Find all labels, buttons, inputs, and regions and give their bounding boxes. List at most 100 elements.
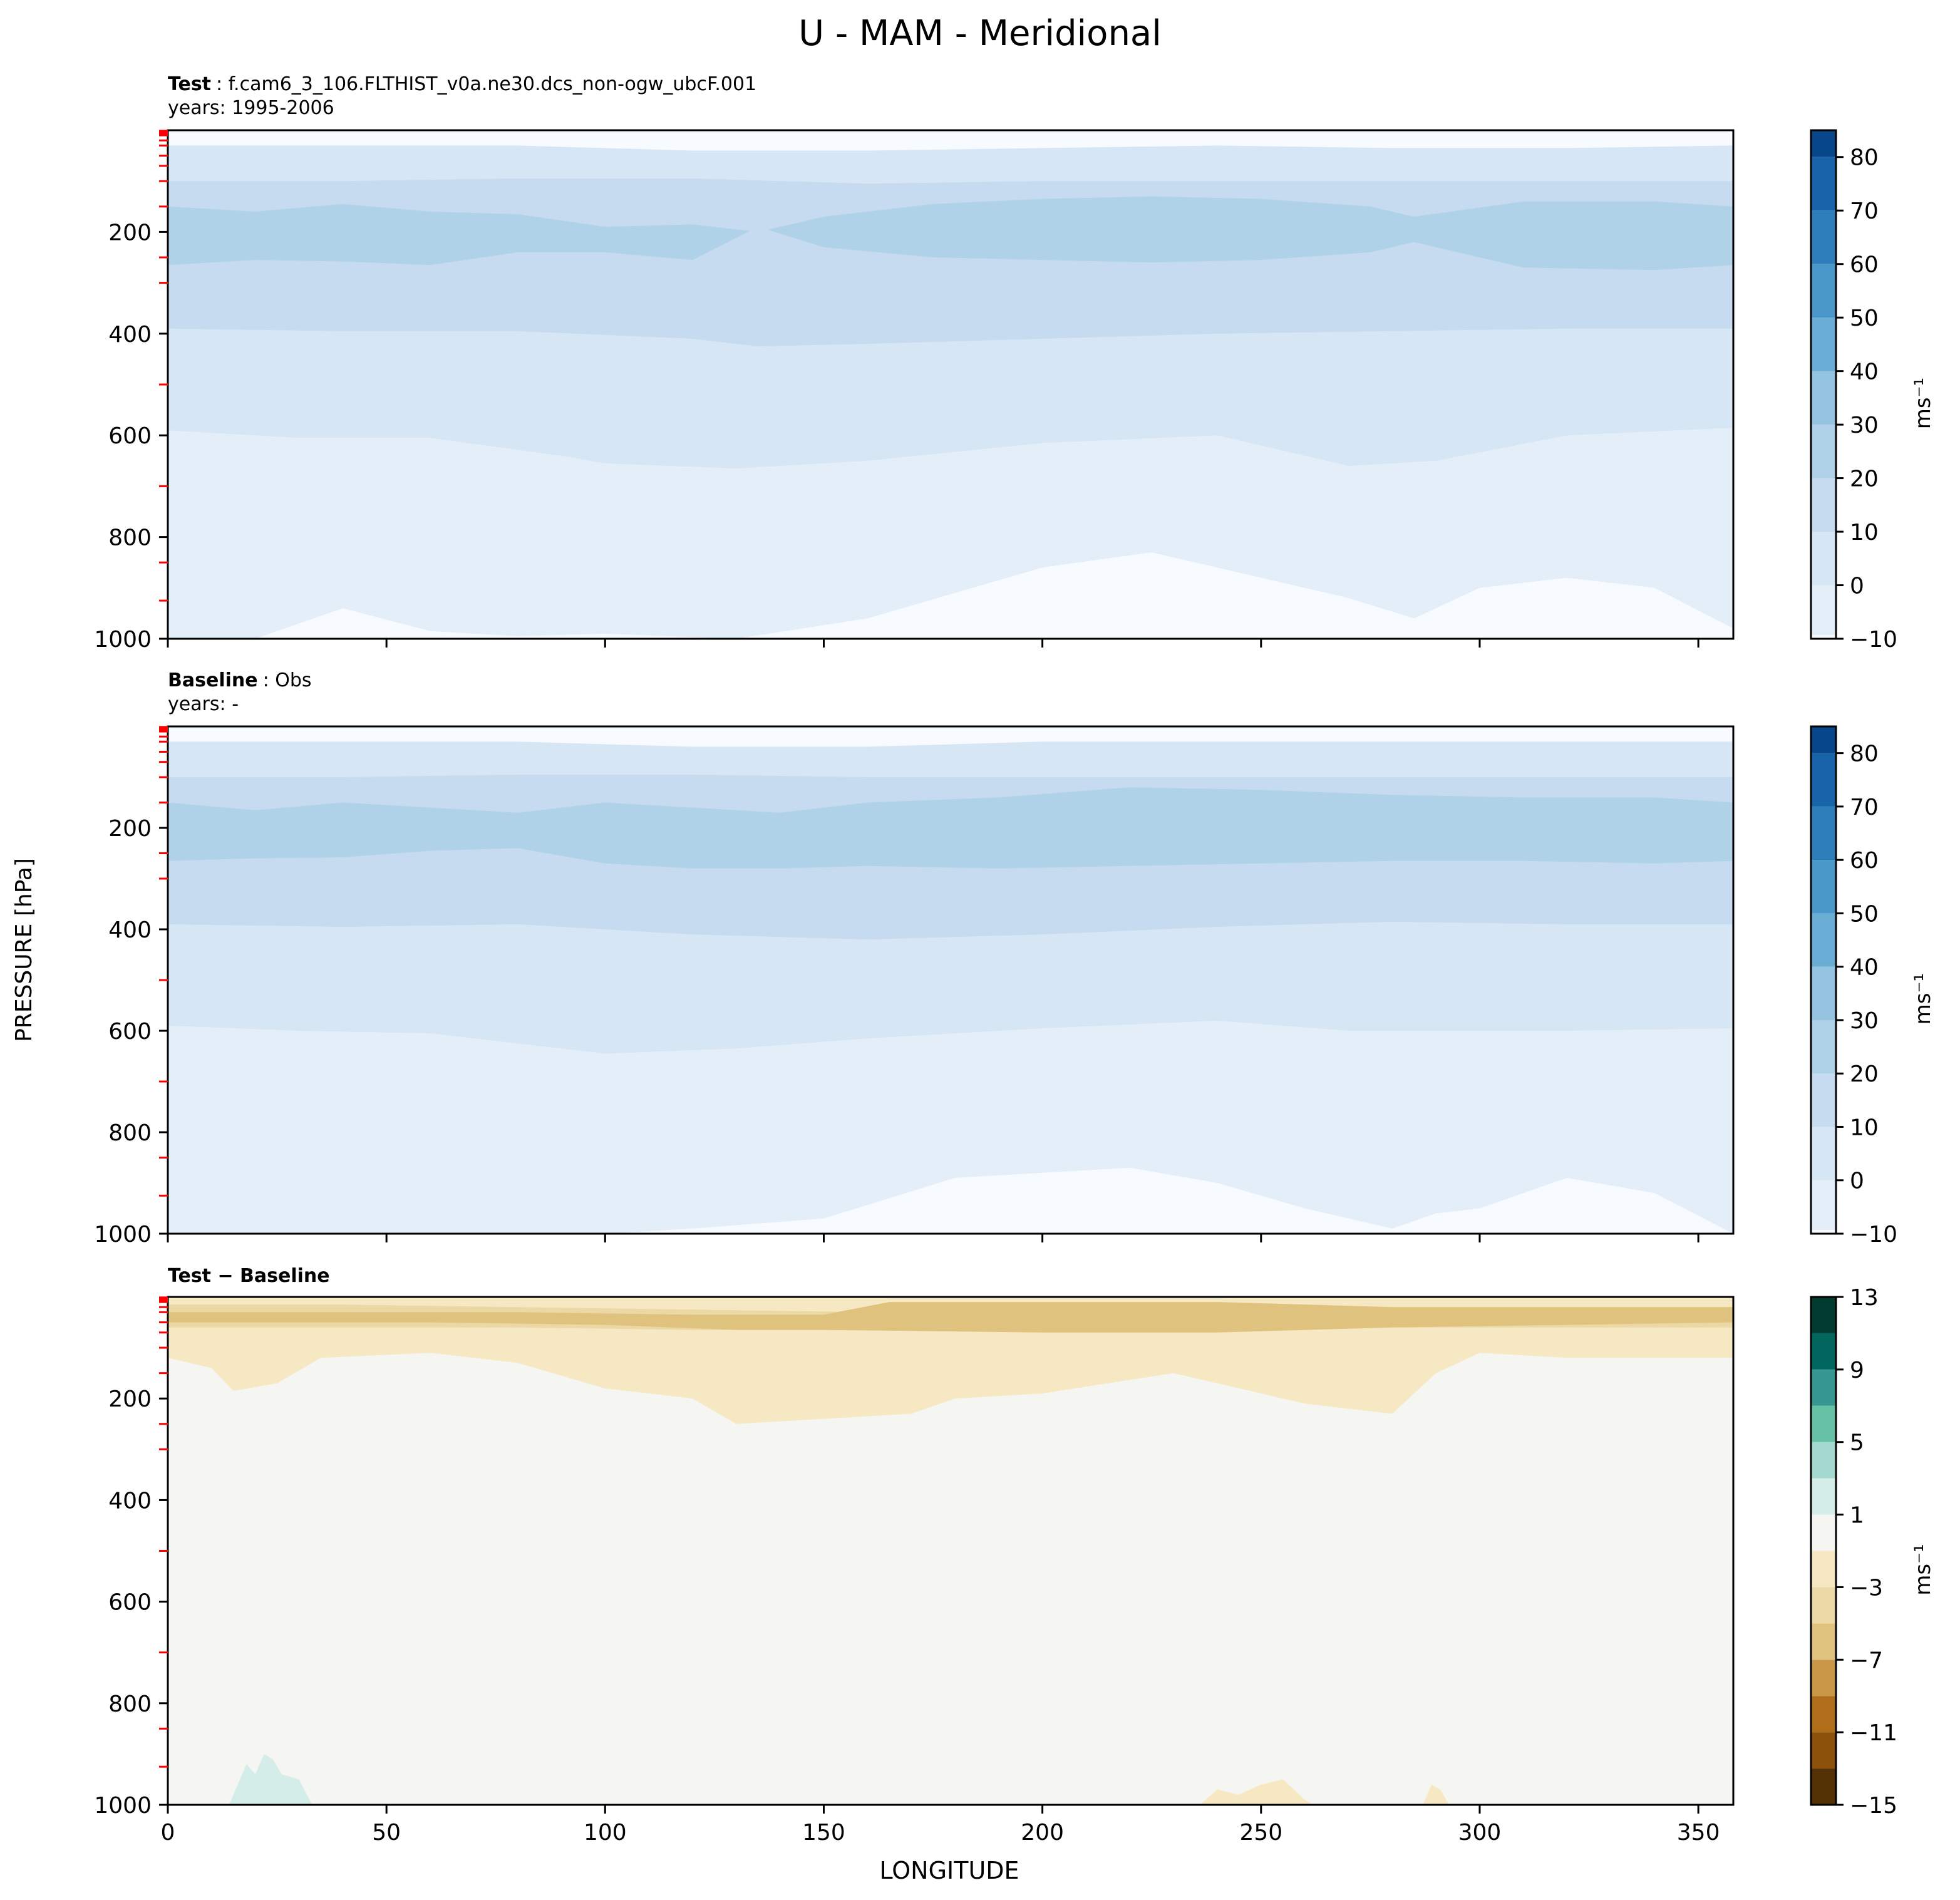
contour-band-6 <box>168 1020 1733 1234</box>
x-tick-label: 150 <box>802 1820 845 1846</box>
colorbar-tick-label: 80 <box>1850 145 1879 171</box>
contour-band-9 <box>1423 1784 1450 1805</box>
colorbar-tick-label: 60 <box>1850 848 1879 874</box>
y-tick-label: 800 <box>108 1120 152 1146</box>
colorbar-unit-label: ms⁻¹ <box>1911 378 1936 429</box>
contour-band-7 <box>168 552 1733 639</box>
colorbar-tick-label: 40 <box>1850 955 1879 981</box>
colorbar-tick-label: 60 <box>1850 252 1879 278</box>
colorbar-segment <box>1811 1405 1836 1442</box>
y-tick-label: 600 <box>108 1019 152 1045</box>
colorbar-segment <box>1811 157 1836 211</box>
colorbar-tick-label: −11 <box>1850 1720 1897 1746</box>
colorbar-segment <box>1811 1587 1836 1624</box>
contour-band-6 <box>168 1353 1733 1805</box>
colorbar-segment <box>1811 1732 1836 1769</box>
colorbar-segment <box>1811 1442 1836 1479</box>
panel-label-text: : Obs <box>263 669 312 691</box>
x-tick-label: 200 <box>1021 1820 1064 1846</box>
colorbar-segment <box>1811 806 1836 860</box>
contour-band-8 <box>1200 1779 1314 1805</box>
colorbar-segment <box>1811 130 1836 157</box>
colorbar-tick-label: 50 <box>1850 901 1879 927</box>
colorbar-segment <box>1811 318 1836 371</box>
y-tick-label: 600 <box>108 423 152 449</box>
colorbar-segment <box>1811 425 1836 478</box>
colorbar-segment <box>1811 371 1836 425</box>
contour-band-7 <box>229 1753 312 1805</box>
panel-label: Test: f.cam6_3_106.FLTHIST_v0a.ne30.dcs_… <box>168 73 756 95</box>
x-tick-label: 350 <box>1677 1820 1720 1846</box>
x-axis-label: LONGITUDE <box>879 1857 1019 1884</box>
colorbar-tick-label: 30 <box>1850 413 1879 438</box>
colorbar-segment <box>1811 913 1836 967</box>
colorbar-segment <box>1811 1127 1836 1180</box>
y-tick-label: 800 <box>108 1691 152 1717</box>
colorbar-tick-label: 50 <box>1850 306 1879 331</box>
colorbar-segment <box>1811 478 1836 532</box>
colorbar-segment <box>1811 753 1836 807</box>
colorbar-segment <box>1811 966 1836 1020</box>
panel-label: Test − Baseline <box>168 1265 330 1287</box>
colorbar-tick-label: 80 <box>1850 741 1879 767</box>
colorbar-segment <box>1811 1073 1836 1127</box>
colorbar-segment <box>1811 1297 1836 1333</box>
colorbar-baseline: 80 70 60 50 40 30 20 10 0 −10 ms⁻¹ <box>1810 725 1936 1247</box>
panel-label-bold: Baseline <box>168 669 258 691</box>
colorbar-segment <box>1811 726 1836 753</box>
y-tick-label: 200 <box>108 1386 152 1412</box>
colorbar-difference: 13 9 5 1 −3 −7 −11 −15 ms⁻¹ <box>1810 1285 1936 1819</box>
colorbar-tick-label: 20 <box>1850 1061 1879 1087</box>
colorbar-tick-label: −10 <box>1850 1222 1897 1247</box>
panel-difference: 200 400 600 800 1000 0 50 100 150 200 250 300 350 Tes… <box>94 1265 1936 1846</box>
colorbar-tick-label: −7 <box>1850 1648 1883 1673</box>
colorbar-segment <box>1811 1369 1836 1406</box>
panel-years-label: years: - <box>168 693 239 715</box>
y-tick-label: 200 <box>108 220 152 245</box>
y-tick-label: 400 <box>108 1488 152 1514</box>
colorbar-tick-label: −15 <box>1850 1793 1897 1819</box>
x-tick-label: 250 <box>1239 1820 1282 1846</box>
panel-label: Baseline: Obs <box>168 669 312 691</box>
colorbar-tick-label: 10 <box>1850 520 1879 545</box>
y-tick-label: 400 <box>108 322 152 348</box>
x-tick-label: 50 <box>372 1820 401 1846</box>
colorbar-segment <box>1811 635 1836 639</box>
contour-fills <box>168 1297 1733 1805</box>
colorbar-segment <box>1811 585 1836 639</box>
colorbar-segment <box>1811 1514 1836 1551</box>
colorbar-segment <box>1811 1230 1836 1234</box>
colorbar-segment <box>1811 1768 1836 1805</box>
colorbar-tick-label: 40 <box>1850 359 1879 385</box>
colorbar-tick-label: 5 <box>1850 1430 1864 1456</box>
y-tick-label: 400 <box>108 917 152 943</box>
colorbar-tick-label: 10 <box>1850 1115 1879 1140</box>
x-tick-label: 300 <box>1458 1820 1502 1846</box>
colorbar-segment <box>1811 1180 1836 1234</box>
colorbar-frame <box>1810 129 1837 640</box>
colorbar-tick-label: −10 <box>1850 627 1897 653</box>
contour-fills <box>168 130 1733 639</box>
colorbar-segment <box>1811 532 1836 586</box>
colorbar-tick-label: 9 <box>1850 1358 1864 1383</box>
panel-label-bold: Test <box>168 73 211 95</box>
colorbar-tick-label: 30 <box>1850 1008 1879 1034</box>
colorbar-test: 80 70 60 50 40 30 20 10 0 −10 ms⁻¹ <box>1810 129 1936 653</box>
colorbar-segment <box>1811 1696 1836 1733</box>
colorbar-frame <box>1810 1296 1837 1806</box>
contour-fills <box>168 726 1733 1234</box>
colorbar-unit-label: ms⁻¹ <box>1911 973 1936 1025</box>
panel-label-bold: Test − Baseline <box>168 1265 330 1287</box>
colorbar-segment <box>1811 1478 1836 1515</box>
colorbar-tick-label: 0 <box>1850 574 1864 599</box>
colorbar-tick-label: 20 <box>1850 467 1879 492</box>
colorbar-tick-label: 70 <box>1850 199 1879 224</box>
colorbar-tick-label: 0 <box>1850 1169 1864 1194</box>
y-tick-label: 1000 <box>94 1222 152 1247</box>
colorbar-segment <box>1811 1333 1836 1370</box>
colorbar-tick-label: 70 <box>1850 795 1879 820</box>
x-tick-label: 0 <box>161 1820 175 1846</box>
